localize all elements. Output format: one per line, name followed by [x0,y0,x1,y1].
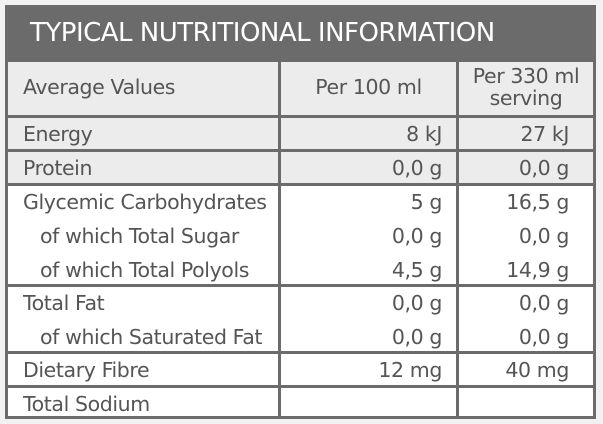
per-100-value: 8 kJ [406,122,442,146]
row-label-cell: Protein [8,152,278,183]
row-sub-label: of which Total Polyols [40,258,250,282]
table-row-carbohydrates: Glycemic Carbohydrates of which Total Su… [8,183,593,284]
row-label: Energy [23,122,93,146]
column-header-per-serving: Per 330 ml serving [456,62,593,115]
per-100-cell: 0,0 g 0,0 g [278,287,456,351]
per-serving-value [459,388,569,422]
per-serving-value: 40 mg [505,358,569,382]
per-100-cell: 12 mg [278,354,456,385]
row-label: Glycemic Carbohydrates [23,190,267,214]
row-sub-label: of which Total Sugar [40,224,239,248]
per-serving-cell: 0,0 g [456,152,593,183]
per-serving-line-1: Per 330 ml [472,64,580,88]
row-label: Total Sodium [23,392,150,416]
row-label: Protein [23,156,93,180]
nutrition-table: TYPICAL NUTRITIONAL INFORMATION Average … [5,5,596,419]
table-row-fat: Total Fat of which Saturated Fat 0,0 g 0… [8,284,593,351]
row-label-cell: Energy [8,118,278,149]
per-serving-value: 27 kJ [520,122,569,146]
table-row-sodium: Total Sodium [8,385,593,419]
column-header-per-100ml: Per 100 ml [278,62,456,115]
per-serving-cell: 27 kJ [456,118,593,149]
per-100-value: 12 mg [378,358,442,382]
table-title: TYPICAL NUTRITIONAL INFORMATION [8,8,593,59]
per-serving-line-2: serving [489,86,563,110]
per-serving-value: 16,5 g [506,190,569,214]
table-row-energy: Energy 8 kJ 27 kJ [8,115,593,149]
per-serving-cell [456,388,593,419]
per-100-value [281,388,442,422]
per-100-cell: 8 kJ [278,118,456,149]
per-serving-cell: 40 mg [456,354,593,385]
per-serving-cell: 16,5 g 0,0 g 14,9 g [456,186,593,284]
row-sub-label: of which Saturated Fat [40,325,262,349]
per-serving-value: 0,0 g [518,156,570,180]
per-100-cell [278,388,456,419]
table-row-protein: Protein 0,0 g 0,0 g [8,149,593,183]
column-header-average-values: Average Values [23,75,176,99]
row-label-cell: Total Fat of which Saturated Fat [8,287,278,351]
row-label-cell: Glycemic Carbohydrates of which Total Su… [8,186,278,284]
row-label-cell: Total Sodium [8,388,278,419]
table-row-dietary-fibre: Dietary Fibre 12 mg 40 mg [8,351,593,385]
per-100-cell: 0,0 g [278,152,456,183]
per-100-value: 0,0 g [391,156,443,180]
per-serving-value: 0,0 g [518,291,570,315]
per-100-value: 4,5 g [391,258,443,282]
per-100-cell: 5 g 0,0 g 4,5 g [278,186,456,284]
per-serving-value: 0,0 g [518,224,570,248]
per-100-value: 5 g [410,190,443,214]
per-100-value: 0,0 g [391,325,443,349]
row-label: Total Fat [23,291,105,315]
row-label: Dietary Fibre [23,358,150,382]
per-serving-cell: 0,0 g 0,0 g [456,287,593,351]
per-serving-value: 14,9 g [506,258,569,282]
per-100-value: 0,0 g [391,224,443,248]
column-header-row: Average Values Per 100 ml Per 330 ml ser… [8,59,593,115]
row-label-cell: Dietary Fibre [8,354,278,385]
per-serving-value: 0,0 g [518,325,570,349]
per-100-value: 0,0 g [391,291,443,315]
